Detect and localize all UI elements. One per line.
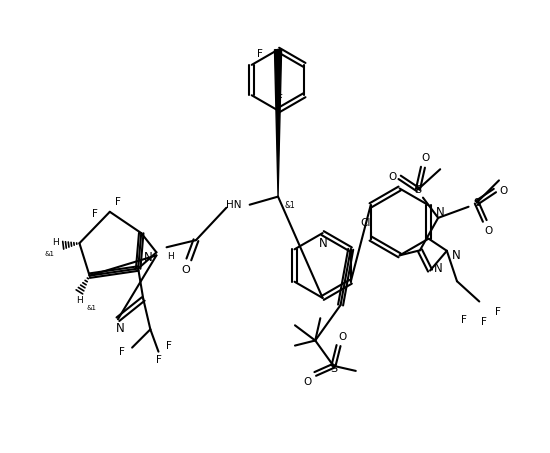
Text: O: O bbox=[182, 265, 190, 275]
Text: S: S bbox=[414, 184, 421, 194]
Text: H: H bbox=[52, 238, 58, 247]
Text: O: O bbox=[388, 172, 397, 183]
Text: O: O bbox=[485, 226, 493, 236]
Text: O: O bbox=[338, 333, 346, 342]
Text: HN: HN bbox=[226, 200, 241, 210]
Text: O: O bbox=[303, 377, 311, 387]
Text: F: F bbox=[257, 49, 263, 59]
Text: O: O bbox=[499, 186, 507, 196]
Text: N: N bbox=[434, 262, 443, 275]
Text: F: F bbox=[115, 197, 121, 207]
Text: &1: &1 bbox=[86, 305, 97, 311]
Text: F: F bbox=[119, 347, 125, 357]
Text: N: N bbox=[319, 237, 328, 250]
Text: F: F bbox=[494, 307, 500, 317]
Text: N: N bbox=[436, 206, 444, 219]
Text: N: N bbox=[452, 250, 460, 262]
Text: F: F bbox=[461, 315, 467, 325]
Text: F: F bbox=[92, 209, 97, 219]
Text: F: F bbox=[481, 317, 487, 327]
Text: N: N bbox=[144, 251, 153, 264]
Text: F: F bbox=[166, 341, 172, 351]
Text: S: S bbox=[473, 198, 480, 207]
Text: O: O bbox=[422, 153, 430, 163]
Text: &1: &1 bbox=[44, 251, 54, 257]
Text: &1: &1 bbox=[285, 201, 295, 210]
Text: S: S bbox=[330, 364, 337, 374]
Text: F: F bbox=[277, 94, 283, 104]
Text: Cl: Cl bbox=[360, 218, 371, 228]
Text: H: H bbox=[76, 296, 83, 305]
Text: H: H bbox=[167, 252, 174, 261]
Text: N: N bbox=[116, 322, 124, 335]
Text: F: F bbox=[156, 355, 161, 365]
Polygon shape bbox=[274, 50, 282, 197]
